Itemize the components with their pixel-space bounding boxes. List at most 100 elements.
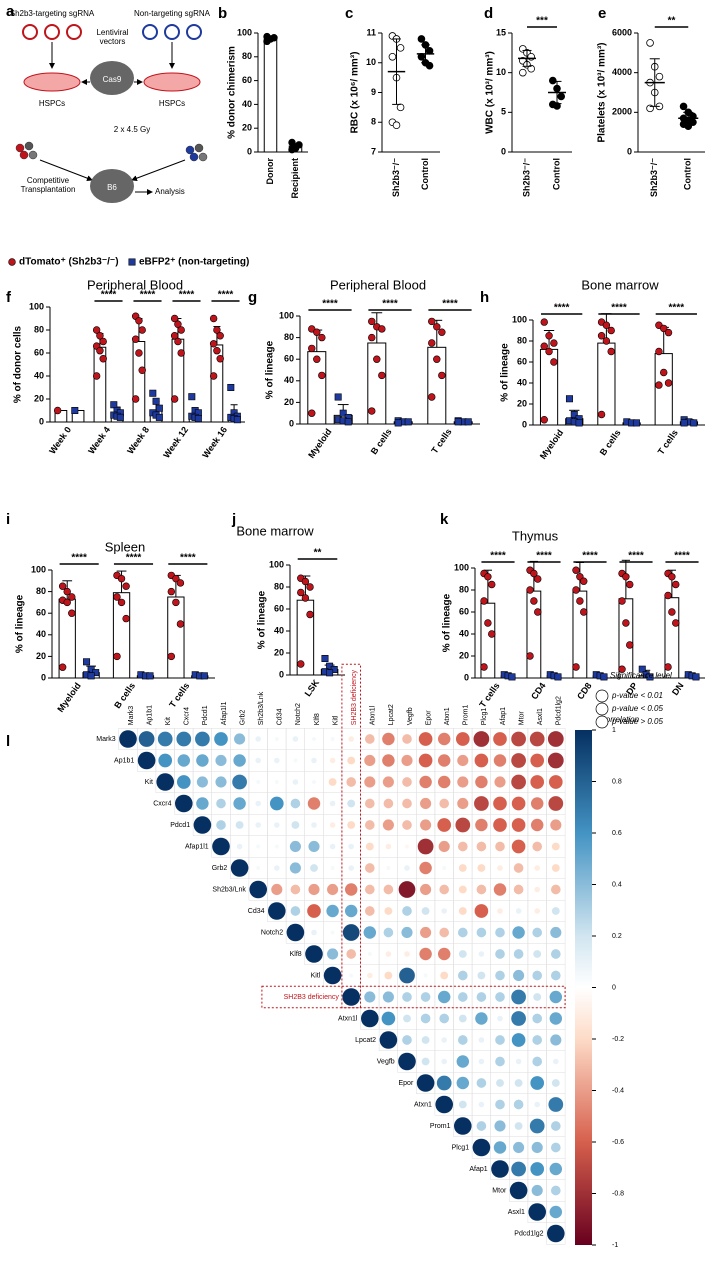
correlation-circle — [497, 865, 503, 871]
correlation-circle — [421, 907, 430, 915]
correlation-circle — [511, 818, 526, 832]
correlation-circle — [457, 1035, 468, 1045]
correlation-circle — [511, 774, 526, 790]
correlation-circle — [346, 777, 357, 787]
correlation-circle — [531, 1141, 543, 1154]
dish — [23, 72, 81, 92]
correlation-circle — [405, 844, 409, 849]
correlation-circle — [514, 1122, 523, 1130]
correlation-circle — [271, 883, 283, 896]
correlation-circle — [473, 731, 490, 747]
y-tick-label: 40 — [517, 377, 527, 387]
data-point — [368, 407, 376, 415]
y-tick-label: 40 — [284, 375, 294, 385]
correlation-circle — [290, 906, 301, 916]
correlation-circle — [458, 950, 467, 958]
y-tick-label: 6000 — [612, 27, 632, 37]
data-point — [526, 586, 534, 594]
data-point — [646, 673, 654, 681]
significance-label: **** — [126, 553, 142, 564]
column-label: Ap1b1 — [146, 705, 153, 725]
data-point — [680, 419, 688, 427]
correlation-circle — [423, 973, 428, 978]
row-label: Lpcat2 — [355, 1037, 376, 1044]
data-point — [655, 347, 663, 356]
correlation-circle — [327, 883, 339, 896]
data-point — [545, 347, 553, 356]
colorbar — [575, 730, 592, 1245]
significance-label: **** — [674, 551, 690, 562]
y-tick-label: 80 — [459, 584, 469, 594]
correlation-circle — [382, 776, 394, 788]
correlation-circle — [384, 971, 393, 980]
data-point — [508, 673, 516, 681]
y-axis-label: RBC (x 10⁶/ mm³) — [350, 52, 361, 134]
correlation-circle — [511, 839, 526, 854]
correlation-circle — [553, 1058, 559, 1065]
row-label: Kitl — [311, 972, 321, 979]
data-point — [626, 580, 634, 589]
data-point — [618, 665, 626, 673]
y-axis-label: % of lineage — [265, 340, 276, 399]
correlation-circle — [478, 951, 485, 957]
colorbar-tick-label: 0.8 — [612, 778, 622, 785]
y-tick-label: 80 — [242, 51, 252, 61]
correlation-circle — [436, 1075, 452, 1091]
correlation-circle — [495, 1099, 505, 1110]
correlation-circle — [547, 752, 564, 769]
data-point — [572, 663, 580, 671]
correlation-circle — [361, 1009, 379, 1028]
row-label: Epor — [399, 1080, 414, 1087]
y-tick-label: 10 — [496, 67, 506, 77]
correlation-circle — [551, 864, 560, 872]
correlation-circle — [439, 1013, 450, 1024]
correlation-circle — [292, 736, 299, 742]
virus-icons — [22, 24, 82, 40]
correlation-circle — [348, 736, 354, 742]
data-point — [167, 587, 176, 596]
data-point — [96, 332, 104, 340]
y-tick-label: 60 — [242, 75, 252, 85]
correlation-circle — [349, 973, 354, 978]
data-point — [58, 663, 67, 671]
y-tick-label: 0 — [464, 672, 469, 682]
correlation-circle — [364, 884, 375, 895]
correlation-circle — [367, 972, 373, 979]
column-label: Kitl — [332, 715, 339, 725]
cells — [15, 141, 208, 162]
data-point — [646, 39, 654, 47]
y-tick-label: 20 — [34, 393, 44, 403]
correlation-circle — [256, 866, 261, 870]
significance-label: **** — [611, 303, 627, 314]
x-tick-label: Sh2b3⁻/⁻ — [649, 158, 659, 197]
correlation-circle — [477, 864, 486, 872]
legend-marker — [595, 689, 609, 703]
correlation-circle — [456, 1055, 470, 1068]
correlation-circle — [495, 970, 505, 981]
data-point — [213, 347, 221, 355]
y-tick-label: 0 — [522, 419, 527, 429]
data-point — [480, 663, 488, 671]
data-point — [664, 591, 672, 600]
row-label: Plcg1 — [452, 1144, 470, 1151]
correlation-circle — [493, 754, 507, 767]
data-point — [602, 337, 611, 345]
data-point — [545, 332, 553, 340]
correlation-circle — [551, 842, 560, 851]
correlation-circle — [329, 843, 336, 850]
correlation-circle — [416, 1074, 435, 1092]
panel-label: k — [440, 511, 449, 528]
correlation-circle — [495, 992, 505, 1002]
correlation-circle — [458, 1014, 467, 1023]
correlation-circle — [512, 926, 525, 939]
x-tick-label: Week 12 — [161, 425, 190, 460]
correlation-circle — [402, 777, 412, 787]
column-label: Asxl1 — [537, 708, 544, 725]
correlation-circle — [548, 775, 563, 789]
significance-label: **** — [628, 551, 644, 562]
correlation-circle — [385, 843, 392, 850]
correlation-circle — [441, 1058, 447, 1065]
y-tick-label: 9 — [371, 87, 376, 97]
correlation-circle — [475, 775, 488, 789]
correlation-circle — [420, 992, 431, 1002]
